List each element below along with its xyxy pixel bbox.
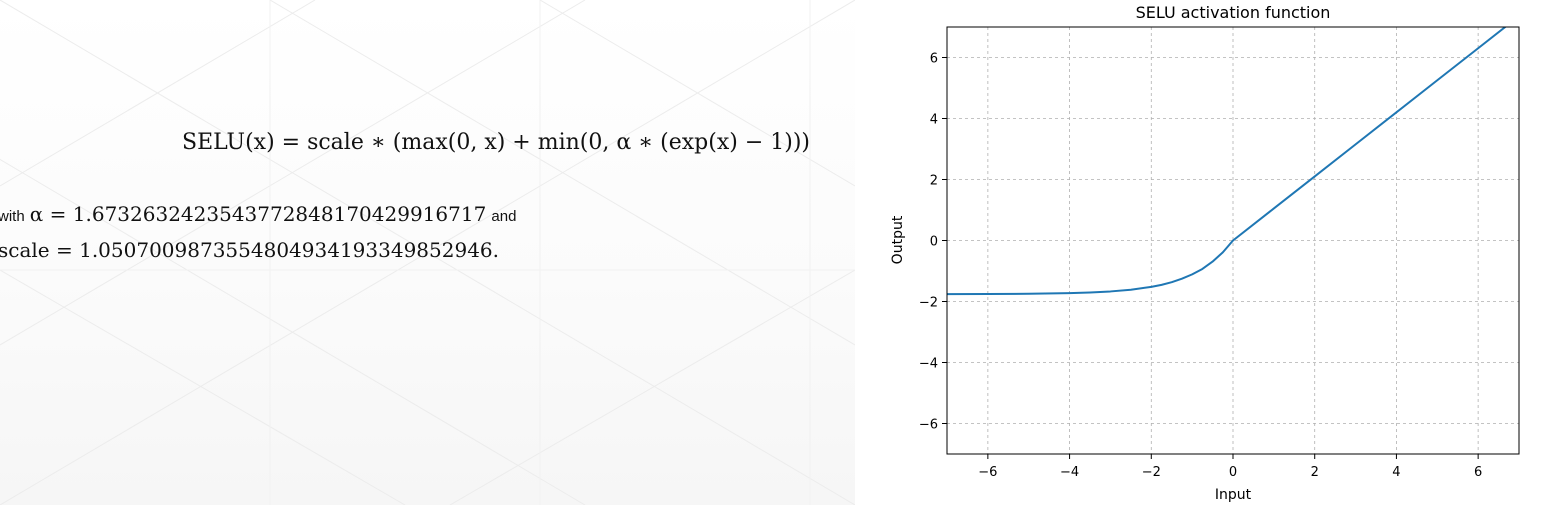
alpha-definition: with α = 1.67326324235437728481704299167…	[0, 202, 516, 226]
alpha-prefix: with	[0, 208, 25, 225]
selu-series-line	[947, 27, 1507, 296]
x-tick-label: −4	[1060, 465, 1079, 480]
tick-layer: −6 −4 −2 0 2 4 6 −6 −4 −2 0 2 4 6	[919, 52, 1482, 481]
y-tick-label: 6	[930, 52, 938, 67]
y-axis-label: Output	[890, 215, 906, 264]
x-tick-label: 4	[1392, 465, 1400, 480]
selu-chart: SELU activation function −6 −4 −2 0 2 4 6−6−4−…	[890, 3, 1520, 503]
scale-definition: scale = 1.050700987355480493419334985294…	[0, 238, 499, 262]
y-tick-label: −2	[919, 296, 938, 311]
chart-title: SELU activation function	[1136, 3, 1331, 22]
scale-value: scale = 1.050700987355480493419334985294…	[0, 238, 499, 262]
chart-panel: SELU activation function −6 −4 −2 0 2 4 6 −6 −4−…	[855, 0, 1546, 505]
grid-lines	[947, 27, 1519, 454]
series-layer	[947, 27, 1507, 296]
y-tick-label: 0	[930, 235, 938, 250]
alpha-suffix: and	[491, 208, 517, 225]
x-tick-label: 6	[1474, 465, 1482, 480]
y-tick-label: 4	[930, 113, 938, 128]
alpha-value: α = 1.6732632423543772848170429916717	[29, 202, 487, 226]
x-tick-label: −2	[1142, 465, 1161, 480]
selu-formula: SELU(x) = scale ∗ (max(0, x) + min(0, α …	[182, 130, 810, 155]
slide-panel: SELU(x) = scale ∗ (max(0, x) + min(0, α …	[0, 0, 855, 505]
x-axis-label: Input	[1215, 487, 1252, 503]
y-tick-label: −4	[919, 357, 938, 372]
x-tick-label: 0	[1229, 465, 1237, 480]
background-pattern	[0, 0, 855, 505]
x-tick-label: −6	[978, 465, 997, 480]
x-tick-label: 2	[1311, 465, 1319, 480]
y-tick-label: −6	[919, 418, 938, 433]
y-tick-label: 2	[930, 174, 938, 189]
